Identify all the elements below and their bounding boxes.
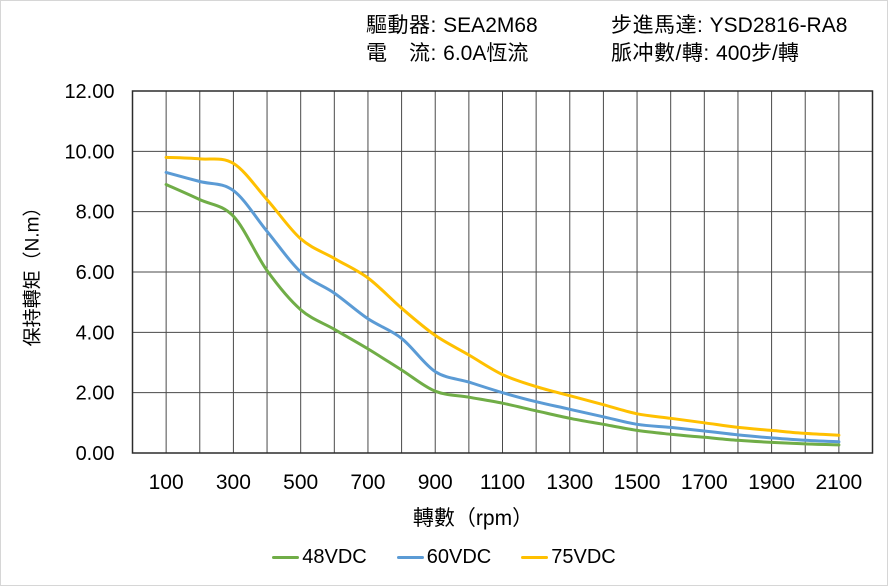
legend-item-48vdc: 48VDC [272,546,367,569]
y-tick-label: 12.00 [64,81,114,103]
x-tick-label: 300 [216,471,251,494]
current-value: 6.0A恆流 [443,42,529,65]
plot-border [131,90,874,454]
legend-item-75vdc: 75VDC [521,546,616,569]
y-tick-label: 10.00 [64,141,114,163]
curve-48vdc [164,183,841,447]
current-label: 電 流: [366,42,444,65]
legend-item-60vdc: 60VDC [396,546,492,569]
driver-label: 驅動器: [366,14,444,37]
header-left-column: 驅動器: SEA2M68 電 流: 6.0A恆流 [366,12,538,68]
curve-60vdc [164,170,841,444]
torque-curve-chart: 100 300 500 700 900 1100 1300 1500 1700 1900 2100 0… [64,81,874,494]
y-axis-title: 保持轉矩（N.m） [22,197,44,347]
y-tick-label: 2.00 [76,383,115,405]
y-tick-label: 4.00 [76,322,115,344]
y-tick-label: 8.00 [76,202,115,224]
motor-value: YSD2816-RA8 [709,14,848,37]
x-tick-label: 1100 [480,471,525,494]
x-tick-label: 100 [149,471,184,494]
legend-marker-60vdc [396,556,424,559]
chart-legend: 48VDC 60VDC 75VDC [1,546,887,569]
x-tick-label: 500 [283,471,318,494]
x-tick-label: 1900 [748,471,795,494]
header-right-column: 步進馬達: YSD2816-RA8 脈冲數/轉: 400步/轉 [611,12,847,68]
x-tick-label: 2100 [816,471,863,494]
driver-row: 驅動器: SEA2M68 [366,12,538,40]
y-tick-label: 0.00 [76,443,115,465]
x-tick-label: 1500 [614,471,661,494]
motor-label: 步進馬達: [611,14,710,37]
current-row: 電 流: 6.0A恆流 [366,40,538,68]
legend-label-48vdc: 48VDC [302,546,367,568]
pulses-label: 脈冲數/轉: [611,42,717,65]
y-tick-label: 6.00 [76,262,115,284]
pulses-row: 脈冲數/轉: 400步/轉 [611,40,847,68]
pulses-value: 400步/轉 [716,42,799,65]
x-tick-label: 900 [418,471,453,494]
motor-row: 步進馬達: YSD2816-RA8 [611,12,847,40]
legend-marker-75vdc [521,556,549,559]
legend-label-75vdc: 75VDC [551,546,616,568]
x-tick-label: 1300 [546,471,593,494]
x-tick-label: 1700 [681,471,728,494]
driver-value: SEA2M68 [443,14,538,37]
x-axis-title: 轉數（rpm） [412,507,534,530]
curve-75vdc [164,155,841,437]
legend-marker-48vdc [272,556,300,559]
x-tick-label: 700 [350,471,385,494]
legend-label-60vdc: 60VDC [426,546,492,568]
